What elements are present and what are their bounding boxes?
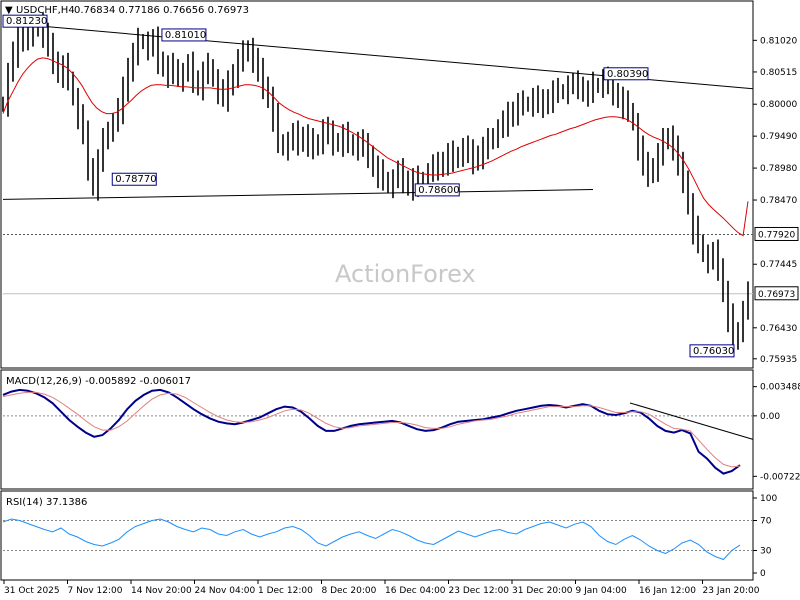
price-tick-label: 0.80000 (760, 100, 797, 110)
price-tick-label: 0.78470 (760, 196, 797, 206)
macd-trendline (629, 402, 754, 440)
annotation-label: 0.81010 (165, 30, 206, 41)
rsi-tick-label: 0 (760, 569, 766, 579)
price-plot: 0.81230 0.81010 0.78770 0.78600 0.80390 0.760… (2, 12, 754, 358)
price-tick-label: 0.80515 (760, 68, 797, 78)
macd-tick-label: 0.00 (760, 412, 780, 422)
rsi-header: RSI(14) 37.1386 (6, 497, 87, 508)
chart-dropdown-icon[interactable]: ▼ (5, 5, 13, 16)
rsi-line (2, 518, 741, 561)
price-tick-label: 0.79490 (760, 132, 797, 142)
annotation-box (111, 172, 157, 186)
macd-tick-label: 0.003488 (760, 383, 800, 393)
time-tick-label: 31 Oct 2025 (4, 586, 60, 596)
price-tick-label: 0.78980 (760, 164, 797, 174)
price-label-box (754, 286, 799, 301)
macd-plot (2, 388, 754, 475)
price-tick-label: 0.77445 (760, 260, 797, 270)
annotation-box (2, 14, 48, 28)
annotation-label: 0.81230 (6, 16, 47, 27)
price-label-level_line: 0.77920 (758, 230, 795, 240)
price-tick-label: 0.76430 (760, 324, 797, 334)
annotation-box (689, 344, 735, 358)
macd-panel[interactable] (0, 369, 754, 490)
macd-tick-label: -0.007226 (760, 472, 800, 482)
time-tick-label: 31 Dec 20:00 (512, 586, 573, 596)
rsi-plot (2, 518, 753, 561)
signal-line (2, 391, 741, 468)
time-tick-label: 16 Dec 04:00 (385, 586, 446, 596)
price-tick-label: 0.81020 (760, 36, 797, 46)
price-label-current: 0.76973 (758, 290, 795, 300)
time-tick-label: 8 Dec 20:00 (322, 586, 377, 596)
annotation-box (414, 183, 460, 197)
annotation-label: 0.78600 (418, 185, 459, 196)
rsi-tick-label: 30 (760, 547, 772, 557)
price-tick-label: 0.75935 (760, 355, 797, 365)
rsi-panel[interactable] (0, 490, 754, 581)
axes: 0.81020 0.80515 0.80000 0.79490 0.78980 0.784… (3, 36, 800, 596)
time-tick-label: 9 Jan 04:00 (576, 586, 628, 596)
annotation-label: 0.80390 (607, 69, 648, 80)
watermark: ActionForex (335, 260, 476, 288)
macd-header: MACD(12,26,9) -0.005892 -0.006017 (6, 376, 191, 387)
ohlc-readout: 0.76834 0.77186 0.76656 0.76973 (74, 5, 249, 16)
time-tick-label: 14 Nov 20:00 (131, 586, 192, 596)
rsi-tick-label: 70 (760, 517, 772, 527)
annotation-label: 0.78770 (115, 174, 156, 185)
price-label-box (754, 226, 799, 241)
time-tick-label: 16 Jan 12:00 (639, 586, 696, 596)
symbol-label: USDCHF,H4 (16, 5, 75, 16)
time-tick-label: 1 Dec 12:00 (258, 586, 313, 596)
trendline (2, 189, 594, 200)
moving-average-line (2, 57, 749, 237)
time-tick-label: 24 Nov 04:00 (195, 586, 256, 596)
time-tick-label: 23 Jan 20:00 (703, 586, 760, 596)
time-tick-label: 23 Dec 12:00 (449, 586, 510, 596)
macd-line (2, 388, 741, 475)
time-tick-label: 7 Nov 12:00 (68, 586, 123, 596)
annotation-box (161, 28, 207, 42)
annotation-box (603, 67, 649, 81)
rsi-tick-label: 100 (760, 494, 777, 504)
annotation-label: 0.76030 (693, 346, 734, 357)
